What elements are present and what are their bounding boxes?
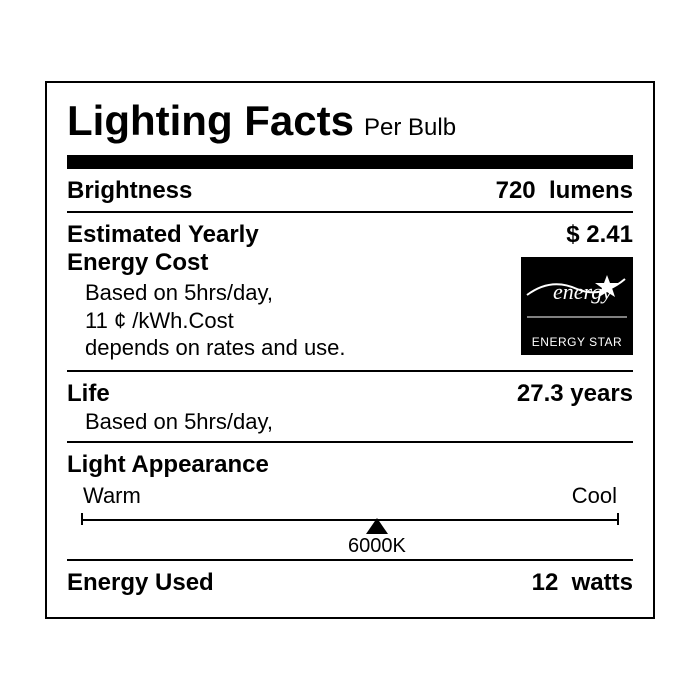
brightness-value: 720 lumens (496, 177, 633, 205)
energy-star-badge: energy ENERGY STAR (521, 257, 633, 355)
energy-cost-subtext: Based on 5hrs/day, 11 ¢ /kWh.Cost depend… (67, 277, 397, 362)
brightness-row: Brightness 720 lumens (67, 169, 633, 211)
title-sub: Per Bulb (364, 114, 456, 142)
appearance-cool-label: Cool (572, 483, 617, 509)
energy-star-icon: energy (521, 257, 633, 335)
title-row: Lighting Facts Per Bulb (67, 97, 633, 155)
energy-used-label: Energy Used (67, 569, 214, 597)
energy-star-caption: ENERGY STAR (532, 335, 622, 351)
life-label: Life (67, 380, 110, 408)
appearance-scale: Warm Cool 6000K (67, 479, 633, 549)
energy-cost-value: $ 2.41 (566, 221, 633, 249)
scale-line (81, 519, 619, 521)
appearance-warm-label: Warm (83, 483, 141, 509)
lighting-facts-panel: Lighting Facts Per Bulb Brightness 720 l… (45, 81, 655, 619)
life-subtext: Based on 5hrs/day, (67, 408, 633, 436)
appearance-value: 6000K (348, 535, 406, 558)
title-main: Lighting Facts (67, 97, 354, 145)
brightness-label: Brightness (67, 177, 192, 205)
scale-pointer-icon (366, 518, 388, 534)
life-section: Life 27.3 years Based on 5hrs/day, (67, 372, 633, 442)
life-value: 27.3 years (517, 380, 633, 408)
thick-divider (67, 155, 633, 169)
energy-cost-label-1: Estimated Yearly (67, 221, 259, 249)
energy-used-value: 12 watts (532, 569, 633, 597)
appearance-label: Light Appearance (67, 451, 633, 479)
energy-used-row: Energy Used 12 watts (67, 561, 633, 603)
appearance-section: Light Appearance Warm Cool 6000K (67, 443, 633, 559)
energy-cost-section: Estimated Yearly $ 2.41 Energy Cost Base… (67, 213, 633, 370)
scale-tick-right (617, 513, 619, 525)
